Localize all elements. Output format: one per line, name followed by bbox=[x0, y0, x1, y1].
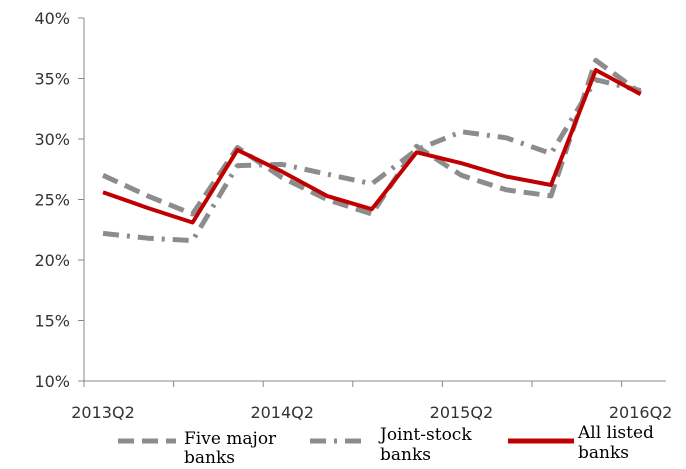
y-tick-label: 15% bbox=[34, 312, 70, 331]
legend-label-line2: banks bbox=[578, 443, 629, 463]
x-tick-label: 2013Q2 bbox=[71, 403, 135, 422]
x-tick-label: 2016Q2 bbox=[609, 403, 673, 422]
legend-item-joint-stock-banks: Joint-stock banks bbox=[310, 425, 472, 465]
y-tick-label: 35% bbox=[34, 70, 70, 89]
legend-item-all-listed-banks: All listed banks bbox=[508, 423, 654, 463]
y-axis-tick-labels: 10% 15% 20% 25% 30% 35% 40% bbox=[34, 9, 70, 391]
legend-item-five-major-banks: Five major banks bbox=[118, 429, 277, 468]
series-lines bbox=[101, 57, 643, 244]
legend-label-line2: banks bbox=[380, 445, 431, 465]
x-tick-label: 2015Q2 bbox=[430, 403, 494, 422]
y-tick-label: 20% bbox=[34, 251, 70, 270]
y-tick-label: 25% bbox=[34, 191, 70, 210]
legend: Five major banks Joint-stock banks All l… bbox=[118, 423, 654, 468]
series-line-five-major-banks bbox=[101, 57, 643, 217]
x-axis-tick-labels: 2013Q2 2014Q2 2015Q2 2016Q2 bbox=[71, 403, 672, 422]
y-tick-label: 10% bbox=[34, 372, 70, 391]
axes: 10% 15% 20% 25% 30% 35% 40% 2013Q2 2014Q2 2015Q2… bbox=[34, 9, 672, 422]
x-tick-label: 2014Q2 bbox=[250, 403, 314, 422]
series-line-all-listed-banks bbox=[102, 68, 642, 225]
y-tick-label: 30% bbox=[34, 130, 70, 149]
legend-label-line1: All listed bbox=[577, 423, 654, 443]
y-tick-label: 40% bbox=[34, 9, 70, 28]
y-axis-ticks bbox=[78, 17, 84, 382]
legend-label-line1: Five major bbox=[184, 429, 277, 449]
legend-label-line2: banks bbox=[184, 448, 235, 468]
x-axis-ticks bbox=[83, 381, 623, 387]
legend-label-line1: Joint-stock bbox=[378, 425, 472, 445]
